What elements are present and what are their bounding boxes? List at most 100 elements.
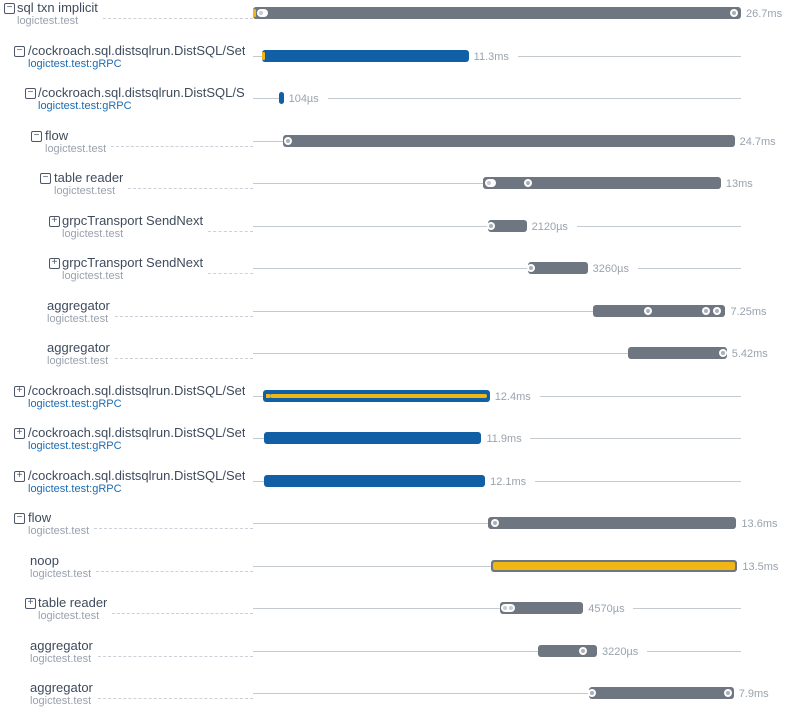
- span-title: table reader: [54, 171, 124, 185]
- span-bar[interactable]: [283, 134, 735, 147]
- event-marker-ytick: [253, 9, 257, 17]
- span-bar[interactable]: [278, 92, 284, 104]
- span-bar[interactable]: [483, 177, 721, 189]
- span-label[interactable]: table reader logictest.test: [38, 596, 107, 622]
- trace-row: aggregator logictest.test 5.42ms: [0, 340, 786, 382]
- span-label[interactable]: grpcTransport SendNext logictest.test: [62, 214, 203, 240]
- span-bar[interactable]: [627, 347, 727, 359]
- span-label[interactable]: grpcTransport SendNext logictest.test: [62, 256, 203, 282]
- span-label[interactable]: flow logictest.test: [28, 511, 89, 537]
- span-bar[interactable]: [263, 474, 486, 487]
- timeline-line-before: [253, 225, 488, 227]
- span-label[interactable]: /cockroach.sql.distsqlrun.DistSQL/Set log…: [28, 469, 245, 495]
- collapse-icon[interactable]: −: [40, 173, 51, 184]
- span-title: /cockroach.sql.distsqlrun.DistSQL/Set: [28, 426, 246, 440]
- span-bar[interactable]: [528, 262, 588, 274]
- span-title: sql txn implicit: [17, 1, 98, 15]
- trace-row: +/cockroach.sql.distsqlrun.DistSQL/Set lo…: [0, 383, 786, 425]
- span-title: aggregator: [30, 638, 93, 653]
- timeline-line-after: [535, 480, 741, 482]
- span-bar[interactable]: [262, 49, 469, 62]
- span-label[interactable]: aggregator logictest.test: [30, 639, 93, 665]
- span-label[interactable]: /cockroach.sql.distsqlrun.DistSQL/S logic…: [38, 86, 245, 112]
- timeline-line-after: [517, 55, 741, 57]
- duration-label: 13.6ms: [741, 518, 778, 530]
- span-label[interactable]: aggregator logictest.test: [30, 681, 93, 707]
- span-label[interactable]: flow logictest.test: [45, 129, 106, 155]
- span-bar[interactable]: [487, 219, 527, 232]
- span-bar[interactable]: [592, 304, 726, 317]
- span-bar[interactable]: [499, 602, 584, 614]
- span-subtitle: logictest.test: [62, 270, 124, 282]
- span-bar[interactable]: [490, 559, 738, 572]
- span-bar[interactable]: [589, 687, 734, 699]
- leader-dashes: [96, 570, 253, 572]
- span-title: aggregator: [30, 681, 93, 695]
- event-marker-pill: [256, 9, 268, 17]
- event-marker-dot: [486, 221, 495, 230]
- span-label[interactable]: aggregator logictest.test: [47, 341, 110, 367]
- collapse-icon[interactable]: −: [4, 3, 15, 14]
- timeline-line-after: [646, 650, 741, 652]
- span-label[interactable]: sql txn implicit logictest.test: [17, 1, 98, 27]
- span-bar[interactable]: [538, 644, 597, 657]
- duration-label: 24.7ms: [739, 135, 776, 148]
- span-label[interactable]: /cockroach.sql.distsqlrun.DistSQL/Set log…: [28, 384, 245, 410]
- expand-icon[interactable]: +: [49, 258, 60, 269]
- duration-label: 4570µs: [588, 603, 625, 615]
- span-subtitle: logictest.test:gRPC: [28, 397, 122, 410]
- event-marker-dot: [723, 689, 732, 697]
- timeline-line-after: [539, 395, 741, 397]
- collapse-icon[interactable]: −: [25, 88, 36, 99]
- span-subtitle: logictest.test: [28, 525, 90, 537]
- span-bar[interactable]: [487, 517, 737, 529]
- span-bar[interactable]: [263, 389, 490, 402]
- timeline-line-before: [253, 650, 539, 652]
- span-label[interactable]: aggregator logictest.test: [47, 299, 110, 325]
- duration-label: 104µs: [288, 93, 319, 105]
- span-label[interactable]: table reader logictest.test: [54, 171, 123, 197]
- span-title: noop: [30, 553, 59, 568]
- timeline-line-after: [637, 268, 741, 269]
- event-marker-dot: [526, 264, 535, 272]
- timeline-line-before: [253, 353, 628, 354]
- span-label[interactable]: /cockroach.sql.distsqlrun.DistSQL/Set log…: [28, 426, 245, 452]
- span-bar[interactable]: [263, 432, 482, 444]
- span-subtitle: logictest.test:gRPC: [28, 482, 122, 495]
- duration-label: 11.9ms: [486, 433, 522, 445]
- duration-label: 2120µs: [531, 220, 568, 233]
- event-marker-dot: [578, 646, 587, 655]
- span-subtitle: logictest.test: [45, 142, 107, 155]
- duration-label: 12.4ms: [494, 390, 531, 403]
- span-title: /cockroach.sql.distsqlrun.DistSQL/Set: [28, 43, 246, 58]
- collapse-icon[interactable]: −: [31, 130, 42, 142]
- expand-icon[interactable]: +: [14, 385, 25, 397]
- span-subtitle: logictest.test: [17, 15, 79, 27]
- trace-row: − flow logictest.test 24.7ms: [0, 128, 786, 170]
- timeline-line-before: [253, 268, 529, 269]
- expand-icon[interactable]: +: [49, 215, 60, 227]
- event-marker-dot: [283, 136, 292, 145]
- event-marker-ytick: [261, 51, 265, 60]
- span-subtitle: logictest.test: [47, 355, 109, 367]
- collapse-icon[interactable]: −: [14, 45, 25, 57]
- span-title: aggregator: [47, 341, 110, 355]
- span-label[interactable]: noop logictest.test: [30, 554, 91, 580]
- duration-label: 12.1ms: [490, 475, 527, 488]
- expand-icon[interactable]: +: [14, 428, 25, 439]
- leader-dashes: [112, 613, 253, 614]
- event-marker-pillwide: [500, 604, 515, 612]
- collapse-icon[interactable]: −: [14, 513, 25, 524]
- span-title: grpcTransport SendNext: [62, 256, 204, 270]
- expand-icon[interactable]: +: [25, 598, 36, 609]
- expand-icon[interactable]: +: [14, 470, 25, 482]
- leader-dashes: [128, 188, 253, 189]
- leader-dashes: [98, 655, 253, 657]
- span-label[interactable]: /cockroach.sql.distsqlrun.DistSQL/Set log…: [28, 44, 245, 70]
- span-bar[interactable]: [253, 7, 741, 19]
- trace-row: +/cockroach.sql.distsqlrun.DistSQL/Set lo…: [0, 425, 786, 467]
- leader-dashes: [115, 315, 253, 317]
- timeline-line-before: [253, 395, 264, 397]
- span-subtitle: logictest.test:gRPC: [38, 100, 132, 112]
- span-subtitle: logictest.test: [54, 185, 116, 197]
